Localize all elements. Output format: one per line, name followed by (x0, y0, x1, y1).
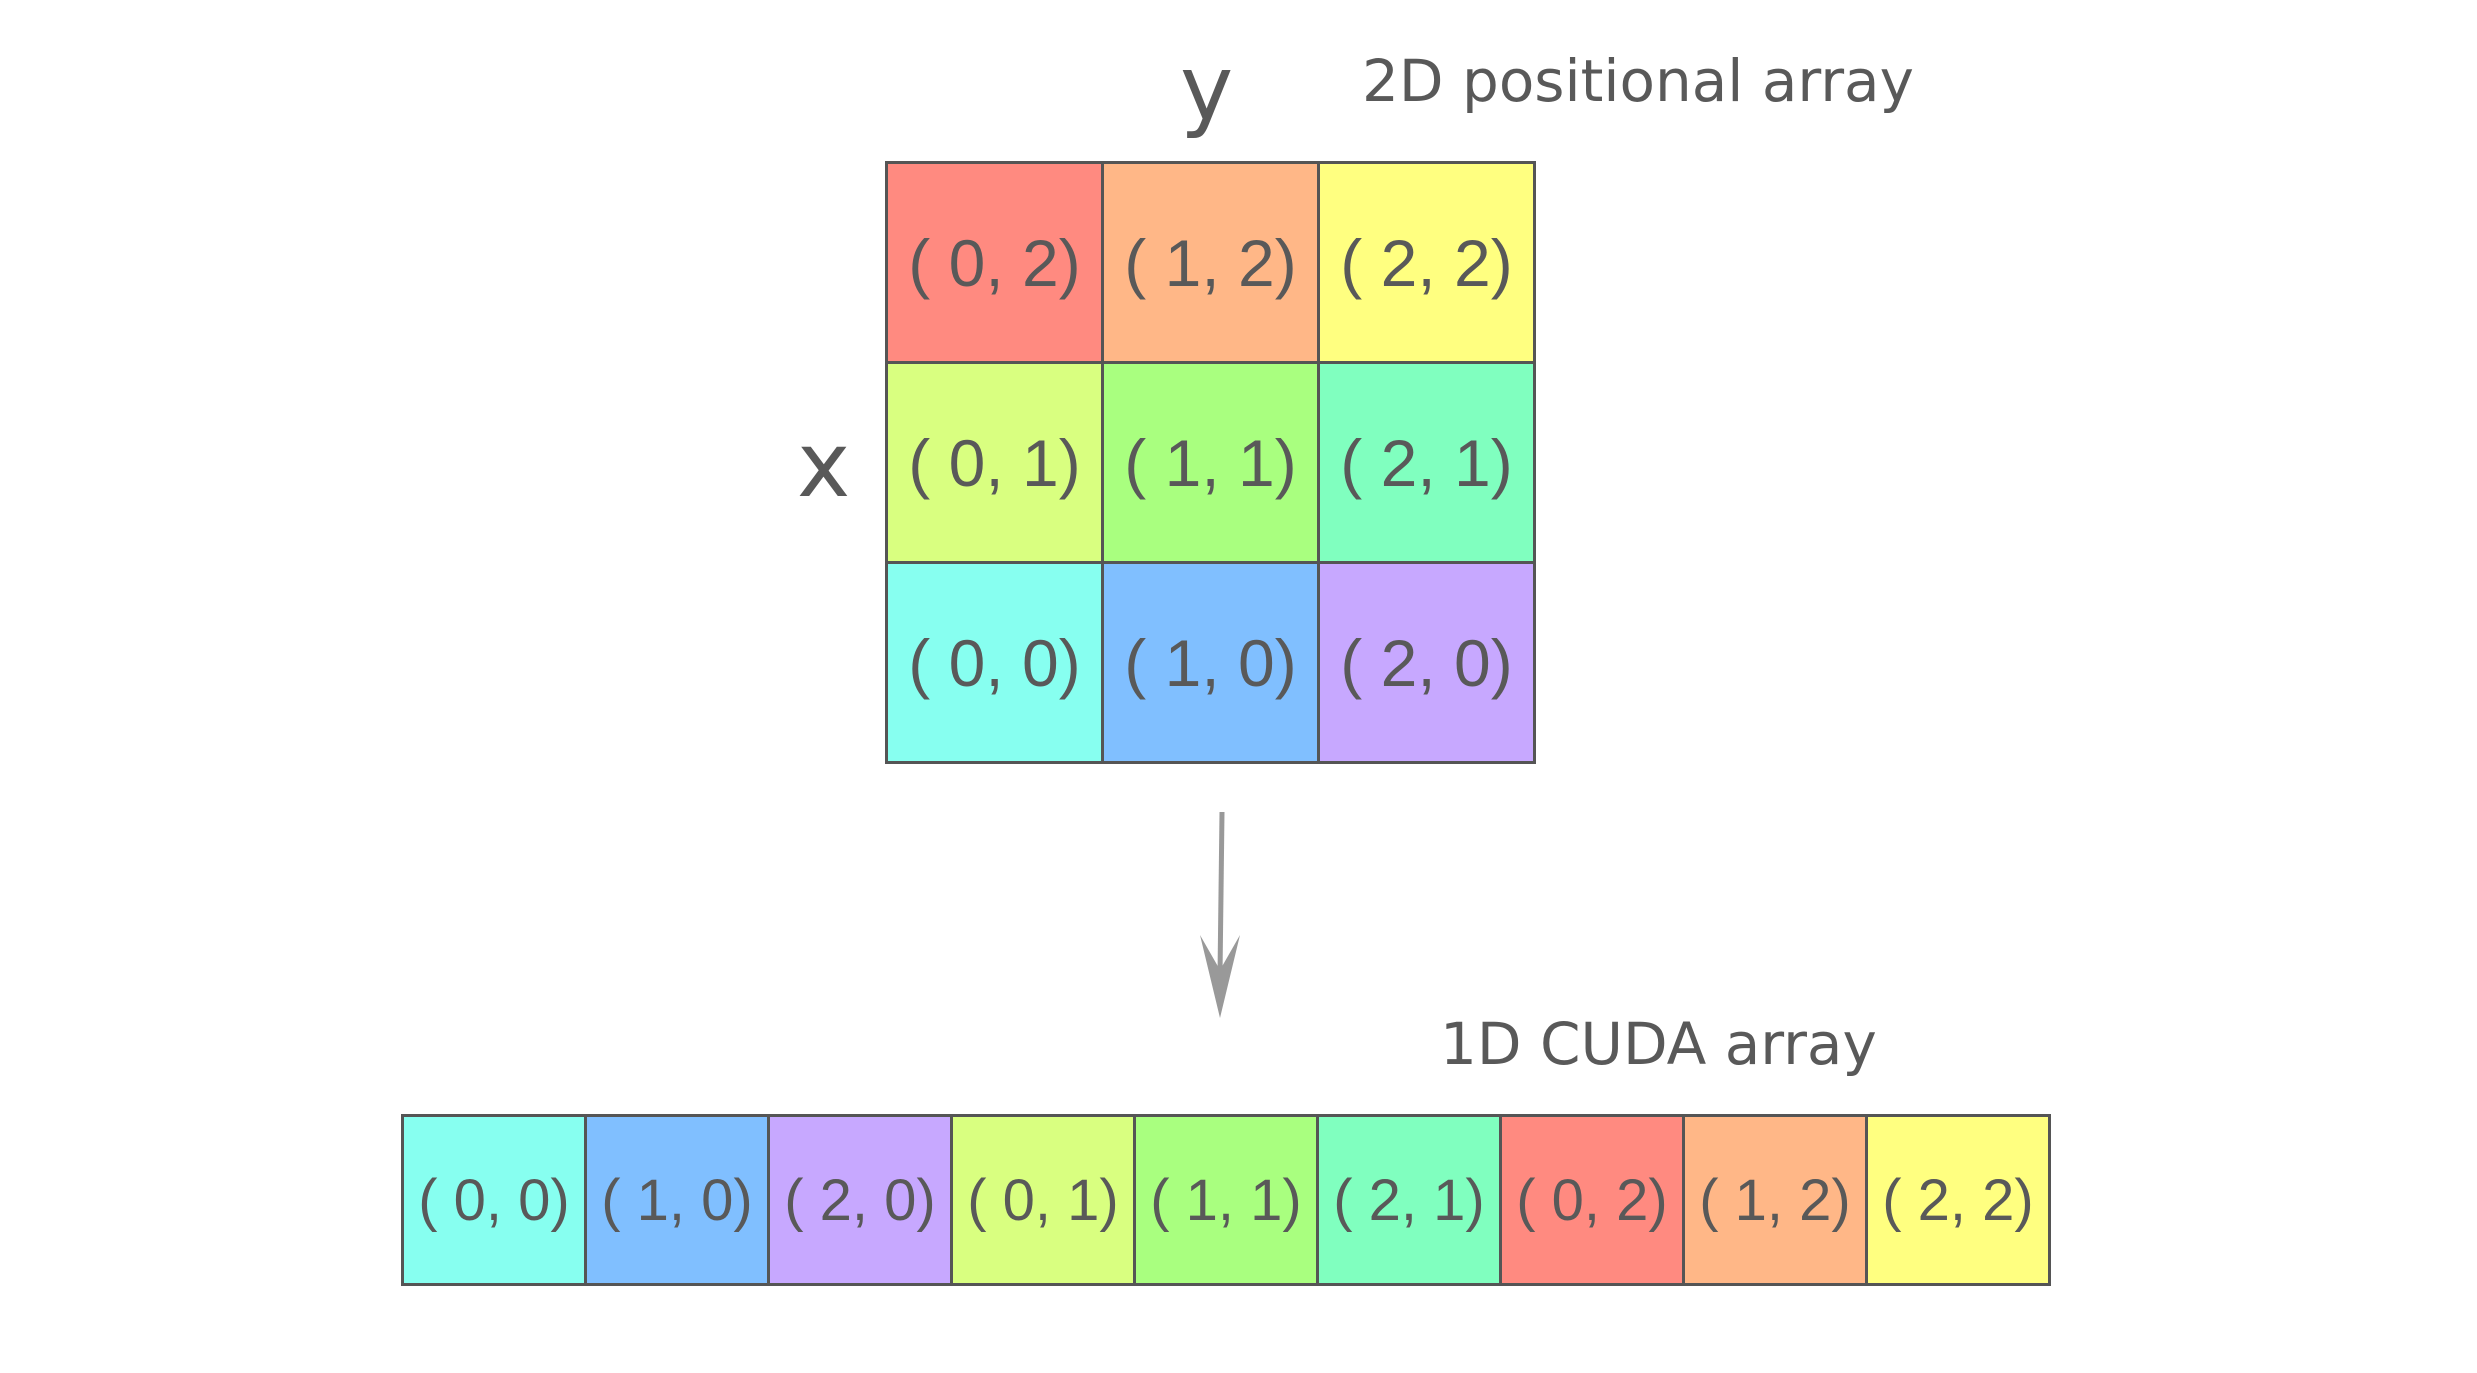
array-1d-cell: ( 0, 2) (1502, 1117, 1685, 1286)
x-axis-label: x (797, 413, 851, 518)
grid-2d-cell: ( 0, 1) (888, 364, 1104, 564)
array-1d-cell: ( 2, 0) (770, 1117, 953, 1286)
array-1d-cell: ( 0, 0) (404, 1117, 587, 1286)
array-1d-cell: ( 1, 0) (587, 1117, 770, 1286)
grid-2d-cell: ( 2, 0) (1320, 564, 1536, 764)
grid-2d-cell: ( 0, 0) (888, 564, 1104, 764)
title-1d-array: 1D CUDA array (1440, 1010, 1877, 1078)
grid-2d-cell: ( 0, 2) (888, 164, 1104, 364)
array-1d-cell: ( 2, 2) (1868, 1117, 2051, 1286)
array-1d-cell: ( 2, 1) (1319, 1117, 1502, 1286)
array-1d-cell: ( 0, 1) (953, 1117, 1136, 1286)
title-2d-array: 2D positional array (1362, 47, 1914, 115)
grid-2d-cell: ( 1, 1) (1104, 364, 1320, 564)
array-1d-cell: ( 1, 2) (1685, 1117, 1868, 1286)
down-arrow-icon (1200, 811, 1240, 1018)
grid-2d-cell: ( 1, 0) (1104, 564, 1320, 764)
grid-2d-positional-array: ( 0, 2) ( 1, 2) ( 2, 2) ( 0, 1) ( 1, 1) … (885, 161, 1536, 764)
grid-2d-cell: ( 1, 2) (1104, 164, 1320, 364)
grid-2d-cell: ( 2, 2) (1320, 164, 1536, 364)
grid-2d-cell: ( 2, 1) (1320, 364, 1536, 564)
array-1d-cuda: ( 0, 0) ( 1, 0) ( 2, 0) ( 0, 1) ( 1, 1) … (401, 1114, 2051, 1286)
y-axis-label: y (1180, 36, 1234, 141)
array-1d-cell: ( 1, 1) (1136, 1117, 1319, 1286)
